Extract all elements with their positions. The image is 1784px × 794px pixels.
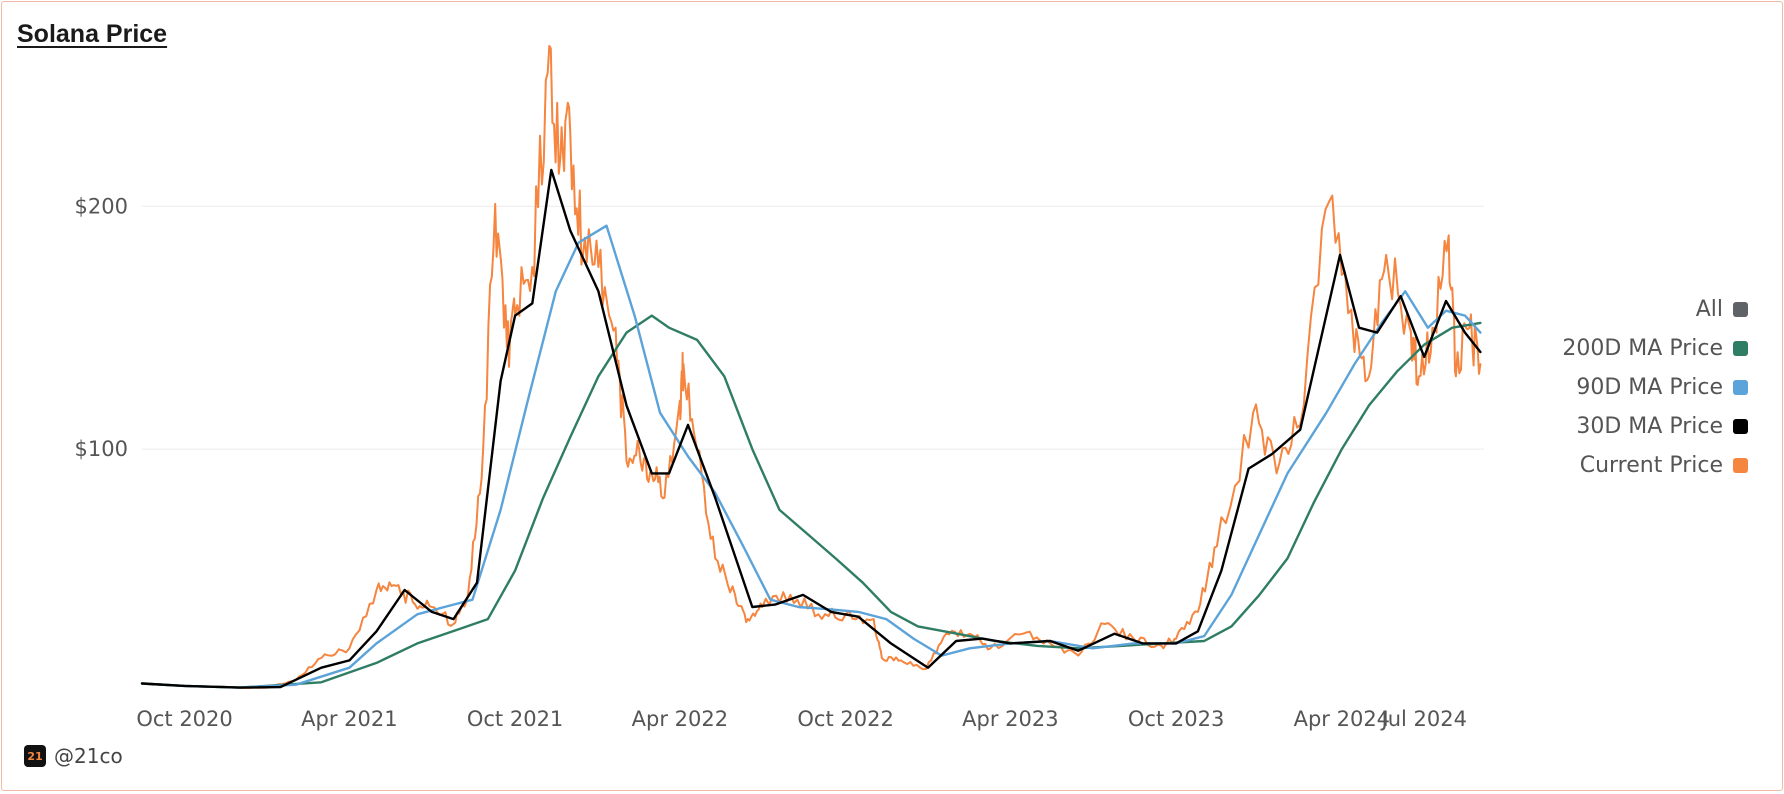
legend-item-90d-ma-price[interactable]: 90D MA Price — [1562, 368, 1748, 407]
legend-swatch — [1733, 302, 1748, 317]
legend-swatch — [1733, 419, 1748, 434]
21co-logo-icon: 21 — [24, 745, 46, 767]
legend-label: 200D MA Price — [1562, 336, 1723, 361]
x-tick-label: Apr 2024 — [1294, 707, 1390, 731]
x-axis-ticks: Oct 2020 Apr 2021 Oct 2021 Apr 2022 Oct 2022… — [136, 707, 1467, 731]
y-axis-ticks: $100 $200 — [75, 194, 128, 461]
y-tick-label: $100 — [75, 437, 128, 461]
legend-label: Current Price — [1579, 453, 1723, 478]
x-tick-label: Jul 2024 — [1380, 707, 1467, 731]
x-tick-label: Apr 2022 — [632, 707, 728, 731]
legend-item-all[interactable]: All — [1562, 290, 1748, 329]
legend-swatch — [1733, 458, 1748, 473]
legend-item-30d-ma-price[interactable]: 30D MA Price — [1562, 407, 1748, 446]
legend-item-current-price[interactable]: Current Price — [1562, 446, 1748, 485]
legend-label: All — [1695, 297, 1723, 322]
legend-swatch — [1733, 380, 1748, 395]
legend-label: 90D MA Price — [1576, 375, 1723, 400]
y-tick-label: $200 — [75, 194, 128, 218]
series-30d-ma-price — [140, 168, 1482, 689]
legend: All 200D MA Price 90D MA Price 30D MA Price… — [1562, 290, 1748, 485]
x-tick-label: Apr 2023 — [962, 707, 1058, 731]
chart-title: Solana Price — [17, 20, 168, 48]
series-lines — [140, 44, 1482, 689]
x-tick-label: Apr 2021 — [301, 707, 397, 731]
legend-label: 30D MA Price — [1576, 414, 1723, 439]
legend-swatch — [1733, 341, 1748, 356]
series-current-price — [141, 44, 1482, 689]
x-tick-label: Oct 2023 — [1128, 707, 1224, 731]
x-tick-label: Oct 2020 — [136, 707, 232, 731]
legend-item-200d-ma-price[interactable]: 200D MA Price — [1562, 329, 1748, 368]
series-200d-ma-price — [140, 314, 1482, 689]
footer-handle: @21co — [54, 744, 123, 768]
grid-lines — [142, 205, 1484, 450]
x-tick-label: Oct 2022 — [797, 707, 893, 731]
x-tick-label: Oct 2021 — [467, 707, 563, 731]
series-90d-ma-price — [140, 224, 1482, 689]
footer-credit: 21 @21co — [24, 744, 123, 768]
